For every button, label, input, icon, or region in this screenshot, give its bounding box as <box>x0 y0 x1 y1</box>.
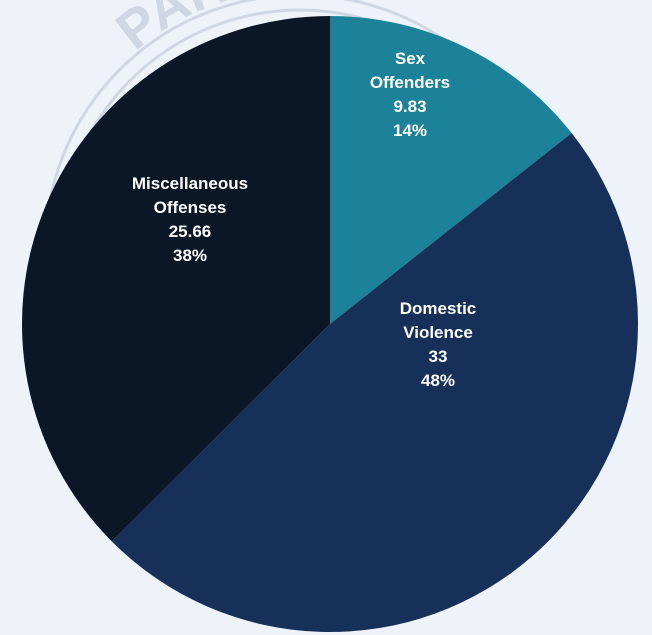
slice-label-line: Domestic <box>400 299 477 318</box>
slice-label-line: Offenses <box>154 198 227 217</box>
slice-label-line: Miscellaneous <box>132 174 248 193</box>
slice-label-line: Offenders <box>370 73 450 92</box>
pie-data-labels: Sex Offenders 9.83 14% Domestic Violence 33 48%… <box>132 49 476 390</box>
data-label-0: Sex Offenders 9.83 14% <box>370 49 450 140</box>
pie-slices <box>22 16 638 632</box>
slice-percent: 48% <box>421 371 455 390</box>
slice-value: 33 <box>429 347 448 366</box>
slice-label-line: Violence <box>403 323 473 342</box>
pie-slice-sex-offenders <box>330 16 572 324</box>
pie-slice-domestic-violence <box>111 132 638 632</box>
data-label-2: Miscellaneous Offenses 25.66 38% <box>132 174 248 265</box>
pie-slice-miscellaneous-offenses <box>22 16 330 542</box>
slice-value: 9.83 <box>393 97 426 116</box>
data-label-1: Domestic Violence 33 48% <box>400 299 477 390</box>
slice-percent: 14% <box>393 121 427 140</box>
slice-percent: 38% <box>173 246 207 265</box>
slice-label-line: Sex <box>395 49 426 68</box>
slice-value: 25.66 <box>169 222 212 241</box>
